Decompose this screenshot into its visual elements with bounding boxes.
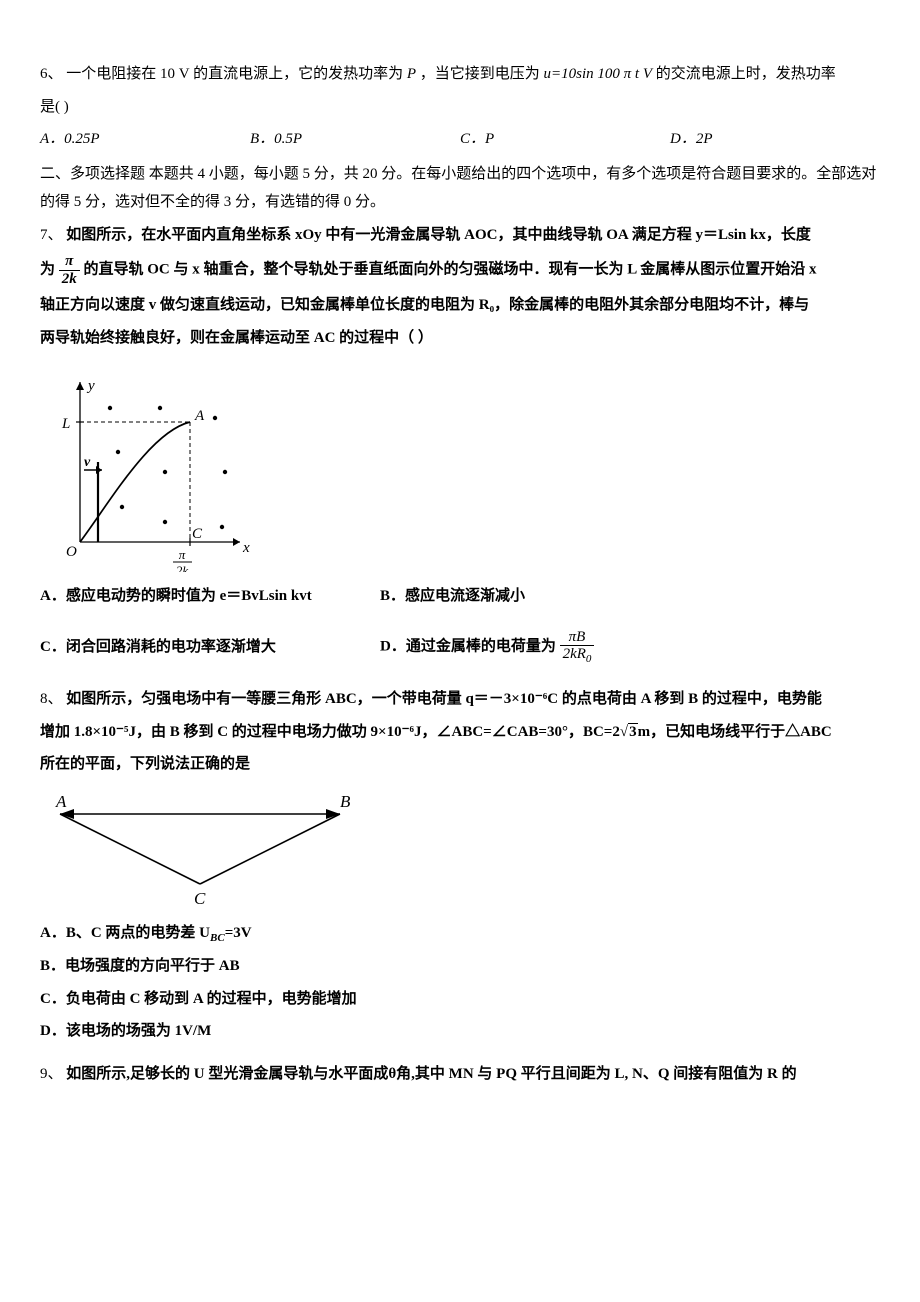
q8-opta-b: =3V xyxy=(225,925,252,941)
q8-opta-a: A．B、C 两点的电势差 U xyxy=(40,925,210,941)
q8-line2a: 增加 1.8×10⁻⁵J，由 B 移到 C 的过程中电场力做功 9×10⁻⁶J，… xyxy=(40,724,620,740)
q7-opts-row2: C．闭合回路消耗的电功率逐渐增大 D．通过金属棒的电荷量为 πB 2kR0 xyxy=(40,629,880,666)
q7-line2: 为 π 2k 的直导轨 OC 与 x 轴重合，整个导轨处于垂直纸面向外的匀强磁场… xyxy=(40,253,880,287)
q7-d-den: 2kR0 xyxy=(560,645,595,665)
q6-P: P xyxy=(407,66,416,82)
q7-frac: π 2k xyxy=(59,253,80,287)
q7-line3: 轴正方向以速度 v 做匀速直线运动，已知金属棒单位长度的电阻为 R₀，除金属棒的… xyxy=(40,291,880,320)
q6-u: u=10sin 100 π t V xyxy=(544,66,652,82)
q8-opt-a: A．B、C 两点的电势差 UBC=3V xyxy=(40,919,880,949)
q8-opt-d: D．该电场的场强为 1V/M xyxy=(40,1017,880,1046)
q9-number: 9、 xyxy=(40,1066,63,1082)
q7-frac-num: π xyxy=(59,253,80,270)
svg-text:x: x xyxy=(242,540,250,556)
q9: 9、 如图所示,足够长的 U 型光滑金属导轨与水平面成θ角,其中 MN 与 PQ… xyxy=(40,1060,880,1089)
q6-opt-a: A．0.25P xyxy=(40,125,250,154)
q6-opt-b: B．0.5P xyxy=(250,125,460,154)
q7-number: 7、 xyxy=(40,227,63,243)
svg-text:L: L xyxy=(61,416,70,432)
q7-line2b: 的直导轨 OC 与 x 轴重合，整个导轨处于垂直纸面向外的匀强磁场中．现有一长为… xyxy=(84,261,817,277)
q7-opt-a: A．感应电动势的瞬时值为 e＝BvLsin kvt xyxy=(40,582,380,611)
svg-text:2k: 2k xyxy=(176,563,189,572)
q6-number: 6、 xyxy=(40,66,63,82)
svg-text:π: π xyxy=(179,547,186,562)
svg-text:C: C xyxy=(194,889,206,908)
q7-line2a: 为 xyxy=(40,261,55,277)
q8-line3: 所在的平面，下列说法正确的是 xyxy=(40,750,880,779)
q6-text-c: 的交流电源上时，发热功率 xyxy=(656,66,836,82)
q7-d-num: πB xyxy=(560,629,595,646)
q6: 6、 一个电阻接在 10 V 的直流电源上，它的发热功率为 P ，当它接到电压为… xyxy=(40,60,880,89)
q8-opta-sub: BC xyxy=(210,932,225,944)
q7-opt-d: D．通过金属棒的电荷量为 πB 2kR0 xyxy=(380,629,594,666)
q8-sqrt3: 3 xyxy=(628,723,638,740)
q8-number: 8、 xyxy=(40,691,63,707)
q6-opt-c: C．P xyxy=(460,125,670,154)
q7-line1: 7、 如图所示，在水平面内直角坐标系 xOy 中有一光滑金属导轨 AOC，其中曲… xyxy=(40,221,880,250)
q8-line1t: 如图所示，匀强电场中有一等腰三角形 ABC，一个带电荷量 q＝－3×10⁻⁶C … xyxy=(66,691,822,707)
q7-frac-den: 2k xyxy=(59,270,80,288)
q9-line1: 如图所示,足够长的 U 型光滑金属导轨与水平面成θ角,其中 MN 与 PQ 平行… xyxy=(66,1066,796,1082)
svg-text:A: A xyxy=(55,792,67,811)
svg-text:O: O xyxy=(66,544,77,560)
svg-text:v: v xyxy=(84,455,91,470)
sqrt-icon: 3 xyxy=(620,718,638,747)
q7-opt-c: C．闭合回路消耗的电功率逐渐增大 xyxy=(40,633,380,662)
svg-text:B: B xyxy=(340,792,351,811)
q7-line4: 两导轨始终接触良好，则在金属棒运动至 AC 的过程中（ ） xyxy=(40,324,880,353)
q6-text-b: ，当它接到电压为 xyxy=(420,66,544,82)
q8-figure: A B C xyxy=(40,789,880,909)
q8-line1: 8、 如图所示，匀强电场中有一等腰三角形 ABC，一个带电荷量 q＝－3×10⁻… xyxy=(40,685,880,714)
q7-d-den-main: 2kR xyxy=(563,646,586,662)
q6-text-a: 一个电阻接在 10 V 的直流电源上，它的发热功率为 xyxy=(66,66,403,82)
q7-opts-row1: A．感应电动势的瞬时值为 e＝BvLsin kvt B．感应电流逐渐减小 xyxy=(40,582,880,611)
q8-line2: 增加 1.8×10⁻⁵J，由 B 移到 C 的过程中电场力做功 9×10⁻⁶J，… xyxy=(40,718,880,747)
q8-line2b: m，已知电场线平行于△ABC xyxy=(638,724,832,740)
q8-opt-c: C．负电荷由 C 移动到 A 的过程中，电势能增加 xyxy=(40,985,880,1014)
q7-figure: y x L A C O v π 2k xyxy=(40,362,880,572)
q8-opt-b: B．电场强度的方向平行于 AB xyxy=(40,952,880,981)
q6-opt-d: D．2P xyxy=(670,125,880,154)
q7-opt-d-frac: πB 2kR0 xyxy=(560,629,595,666)
q6-stem2: 是( ) xyxy=(40,93,880,122)
svg-text:C: C xyxy=(192,526,203,542)
q7-d-den-sub: 0 xyxy=(586,653,592,665)
svg-text:A: A xyxy=(194,408,205,424)
q6-options: A．0.25P B．0.5P C．P D．2P xyxy=(40,125,880,154)
q7-opt-b: B．感应电流逐渐减小 xyxy=(380,582,525,611)
svg-text:y: y xyxy=(86,378,95,394)
q7-line1a: 如图所示，在水平面内直角坐标系 xOy 中有一光滑金属导轨 AOC，其中曲线导轨… xyxy=(66,227,811,243)
q7-opt-d-a: D．通过金属棒的电荷量为 xyxy=(380,638,556,654)
section2: 二、多项选择题 本题共 4 小题，每小题 5 分，共 20 分。在每小题给出的四… xyxy=(40,160,880,217)
